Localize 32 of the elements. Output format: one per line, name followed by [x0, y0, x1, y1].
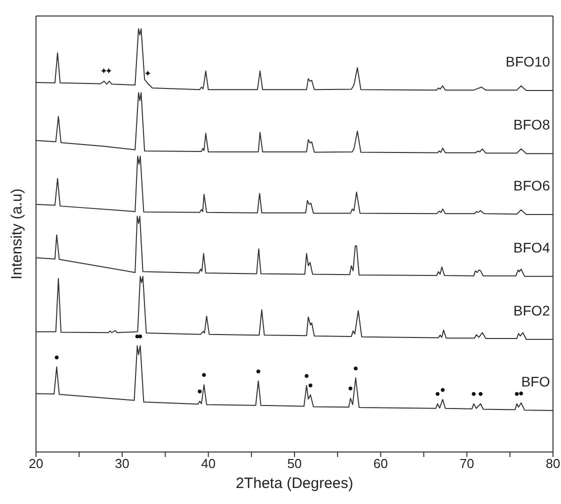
- annotation: ●: [304, 370, 310, 381]
- annotation: ●: [471, 388, 476, 399]
- annotation: ✦: [144, 68, 152, 79]
- series-label: BFO8: [513, 116, 550, 133]
- x-tick-label: 80: [546, 456, 560, 472]
- x-tick-label: 60: [373, 456, 388, 472]
- x-tick-label: 20: [28, 456, 44, 472]
- annotation: ●: [514, 388, 520, 399]
- y-axis-title: Intensity (a.u): [8, 188, 26, 280]
- annotation: ✦: [105, 66, 114, 76]
- series-label: BFO4: [513, 239, 550, 256]
- annotation: ●: [308, 380, 314, 390]
- x-tick-label: 50: [287, 456, 302, 472]
- series-label: BFO10: [506, 54, 550, 70]
- series-label: BFO6: [513, 178, 550, 194]
- annotation: ●: [54, 352, 60, 362]
- annotation: ●: [440, 384, 446, 395]
- annotation: ●: [352, 362, 358, 373]
- annotation: ●: [256, 366, 262, 376]
- annotation: ●: [518, 388, 524, 398]
- series-label: BFO2: [513, 302, 550, 318]
- annotation: ●: [138, 330, 143, 341]
- x-tick-label: 70: [460, 456, 474, 472]
- series-label: BFO: [521, 374, 550, 390]
- annotation: ●: [201, 370, 207, 380]
- x-axis-title: 2Theta (Degrees): [236, 475, 354, 492]
- annotation: ●: [197, 386, 202, 396]
- annotation: ●: [434, 388, 440, 399]
- annotation: ●: [348, 383, 354, 394]
- x-tick-label: 40: [201, 456, 216, 472]
- x-tick-label: 30: [114, 456, 130, 472]
- annotation: ●: [478, 388, 484, 399]
